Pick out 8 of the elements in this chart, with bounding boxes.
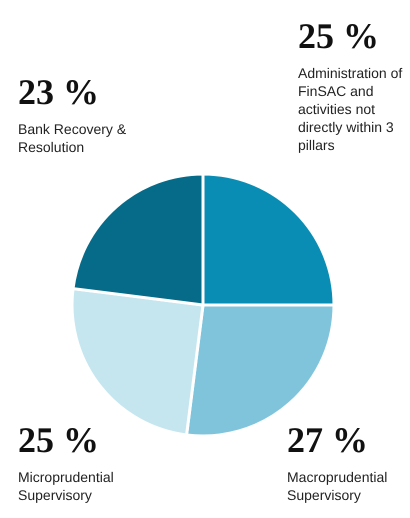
slice-label: Bank Recovery & Resolution [18,120,128,156]
data-label: 23 % [18,71,100,114]
data-label: 27 % [287,419,369,462]
slice-label: Macroprudential Supervisory [287,468,388,504]
data-label: 25 % [18,419,100,462]
data-label: 25 % [298,15,380,58]
slice-label: Microprudential Supervisory [18,468,115,504]
slice-label: Administration of FinSAC and activities not directly within 3 pillars [298,64,404,154]
